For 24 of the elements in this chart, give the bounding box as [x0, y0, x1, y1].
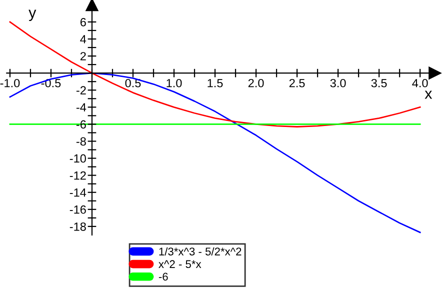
legend-label: 1/3*x^3 - 5/2*x^2: [159, 247, 242, 256]
x-tick-label: 1.5: [208, 79, 223, 88]
x-tick-label: 2.5: [289, 78, 305, 88]
y-tick-label: -8: [76, 137, 86, 146]
y-tick-label: -4: [76, 103, 86, 112]
x-tick-label: 3.0: [330, 78, 346, 88]
x-tick-label: 1.0: [166, 78, 182, 88]
x-tick-label: -1.0: [0, 78, 20, 88]
x-axis-title: x: [424, 90, 432, 99]
x-tick-label: 4.0: [412, 78, 428, 88]
y-tick-label: -12: [70, 171, 86, 180]
y-axis-title: y: [28, 10, 36, 22]
y-tick-label: -18: [70, 222, 86, 231]
y-tick-label: -10: [70, 154, 86, 163]
y-tick-label: -16: [70, 205, 86, 214]
y-tick-label: -14: [70, 188, 86, 197]
x-tick-label: 3.5: [371, 78, 387, 88]
y-tick-label: 4: [80, 35, 86, 44]
legend-label: x^2 - 5*x: [158, 260, 202, 268]
legend-label: -6: [158, 272, 168, 281]
y-tick-label: 2: [80, 52, 86, 60]
y-tick-label: 6: [80, 18, 86, 26]
x-tick-label: 2.0: [248, 78, 264, 88]
y-tick-label: -2: [76, 86, 86, 94]
